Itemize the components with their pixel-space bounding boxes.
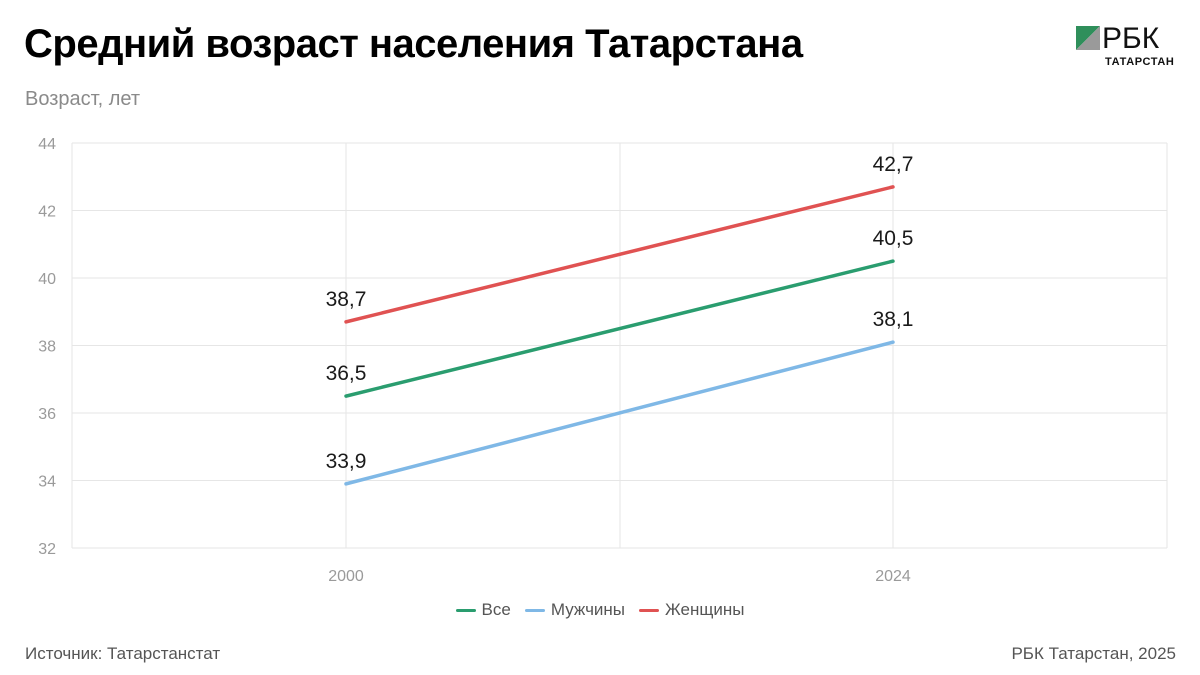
legend-swatch (524, 608, 545, 612)
legend-item: Все (455, 600, 511, 620)
y-tick-label: 38 (38, 339, 56, 356)
legend-label: Мужчины (550, 600, 626, 619)
legend-label: Все (481, 600, 511, 619)
data-label: 38,1 (873, 308, 914, 331)
data-label: 38,7 (326, 288, 367, 311)
data-label: 33,9 (326, 450, 367, 473)
y-tick-label: 42 (38, 204, 56, 221)
legend-swatch (639, 608, 660, 612)
data-label: 42,7 (873, 153, 914, 176)
y-axis-label: Возраст, лет (25, 88, 140, 110)
y-tick-label: 44 (38, 136, 56, 153)
legend-item: Мужчины (524, 600, 626, 620)
data-label: 36,5 (326, 362, 367, 385)
series-line (344, 259, 895, 398)
y-tick-label: 36 (38, 406, 56, 423)
y-tick-label: 34 (38, 474, 56, 491)
logo-name: РБК (1102, 22, 1160, 55)
rbc-logo: РБК ТАТАРСТАН (1072, 22, 1182, 70)
y-tick-label: 32 (38, 541, 56, 558)
legend-swatch (455, 608, 476, 612)
credit-note: РБК Татарстан, 2025 (1011, 644, 1176, 663)
chart-title: Средний возраст населения Татарстана (24, 22, 803, 66)
source-note: Источник: Татарстанстат (25, 644, 221, 663)
y-tick-label: 40 (38, 271, 56, 288)
logo-mark-icon (1076, 26, 1100, 50)
series-line (344, 185, 895, 324)
legend-item: Женщины (639, 600, 744, 620)
legend-label: Женщины (665, 600, 745, 619)
x-tick-label: 2024 (875, 568, 911, 585)
data-label: 40,5 (873, 227, 914, 250)
x-tick-label: 2000 (328, 568, 364, 585)
chart-legend: Все Мужчины Женщины (0, 600, 1200, 620)
logo-subtitle: ТАТАРСТАН (1105, 56, 1175, 68)
series-line (344, 340, 895, 486)
